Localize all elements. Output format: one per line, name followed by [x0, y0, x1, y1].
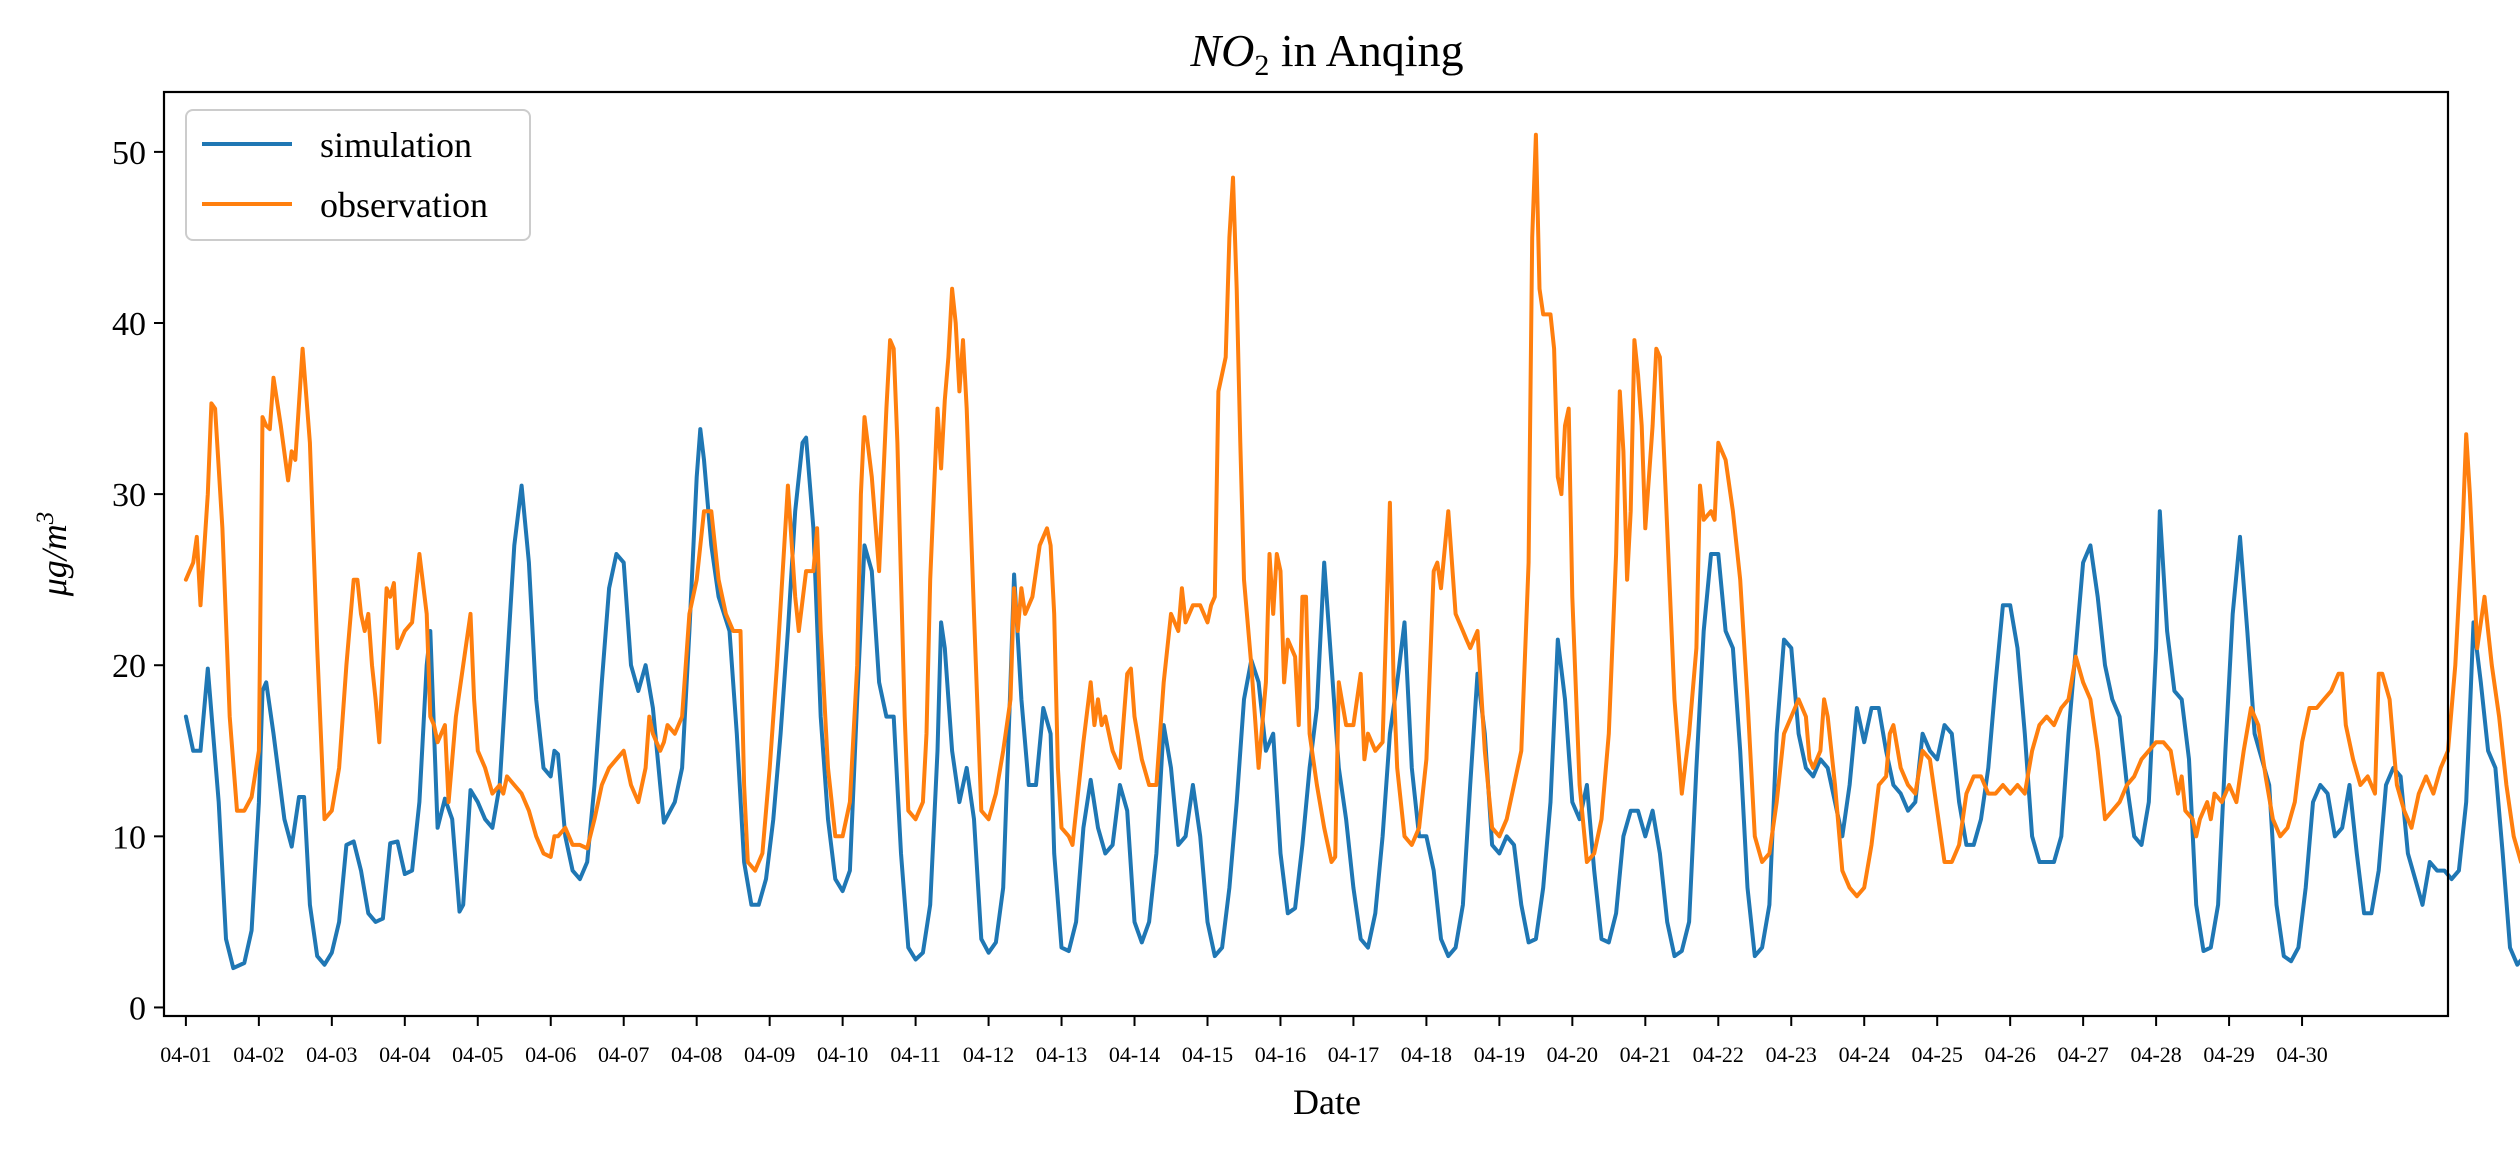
y-tick-label: 0 [129, 990, 146, 1027]
y-tick-label: 20 [112, 648, 146, 685]
title-species: NO [1189, 25, 1254, 76]
x-tick-label: 04-07 [598, 1042, 649, 1067]
y-tick-label: 30 [112, 477, 146, 514]
chart-title: NO2 in Anqing [1189, 25, 1463, 82]
y-tick-label: 40 [112, 306, 146, 343]
x-tick-label: 04-16 [1255, 1042, 1306, 1067]
x-axis-label: Date [1293, 1082, 1361, 1122]
x-tick-label: 04-19 [1474, 1042, 1525, 1067]
plot-frame [162, 90, 2450, 1018]
y-tick-label: 50 [112, 135, 146, 172]
y-tick-label: 10 [112, 819, 146, 856]
x-tick-label: 04-26 [1985, 1042, 2036, 1067]
x-tick-label: 04-20 [1547, 1042, 1598, 1067]
y-axis-label-superscript: 3 [32, 512, 59, 526]
title-subscript: 2 [1254, 49, 1269, 82]
legend-label-observation: observation [320, 185, 488, 225]
x-tick-label: 04-28 [2130, 1042, 2181, 1067]
x-tick-label: 04-27 [2057, 1042, 2108, 1067]
x-tick-label: 04-29 [2203, 1042, 2254, 1067]
x-tick-label: 04-12 [963, 1042, 1014, 1067]
x-tick-label: 04-14 [1109, 1042, 1160, 1067]
x-tick-label: 04-06 [525, 1042, 576, 1067]
x-tick-label: 04-15 [1182, 1042, 1233, 1067]
x-tick-label: 04-22 [1693, 1042, 1744, 1067]
x-tick-label: 04-08 [671, 1042, 722, 1067]
title-rest: in Anqing [1269, 25, 1463, 76]
series-line-observation [183, 132, 2520, 899]
x-tick-label: 04-13 [1036, 1042, 1087, 1067]
legend: simulation observation [185, 109, 531, 241]
x-axis: 04-01 04-02 04-03 04-04 04-05 04-06 04-07 04-08… [160, 1016, 2328, 1067]
x-tick-label: 04-17 [1328, 1042, 1379, 1067]
x-tick-label: 04-01 [160, 1042, 211, 1067]
legend-label-simulation: simulation [320, 125, 472, 165]
plot-area [164, 92, 2448, 1016]
x-tick-label: 04-05 [452, 1042, 503, 1067]
x-tick-label: 04-02 [233, 1042, 284, 1067]
x-tick-label: 04-18 [1401, 1042, 1452, 1067]
series-layer [183, 132, 2520, 971]
y-axis: 0 10 20 30 40 50 [112, 135, 164, 1027]
x-tick-label: 04-30 [2276, 1042, 2327, 1067]
x-tick-label: 04-11 [890, 1042, 941, 1067]
x-tick-label: 04-21 [1620, 1042, 1671, 1067]
x-tick-label: 04-09 [744, 1042, 795, 1067]
series-line-simulation [183, 427, 2520, 971]
x-tick-label: 04-04 [379, 1042, 430, 1067]
x-tick-label: 04-23 [1766, 1042, 1817, 1067]
y-axis-label-unit: μg/m [34, 524, 74, 597]
x-tick-label: 04-03 [306, 1042, 357, 1067]
x-tick-label: 04-10 [817, 1042, 868, 1067]
x-tick-label: 04-25 [1912, 1042, 1963, 1067]
x-tick-label: 04-24 [1839, 1042, 1890, 1067]
y-axis-label: μg/m3 [32, 512, 74, 598]
